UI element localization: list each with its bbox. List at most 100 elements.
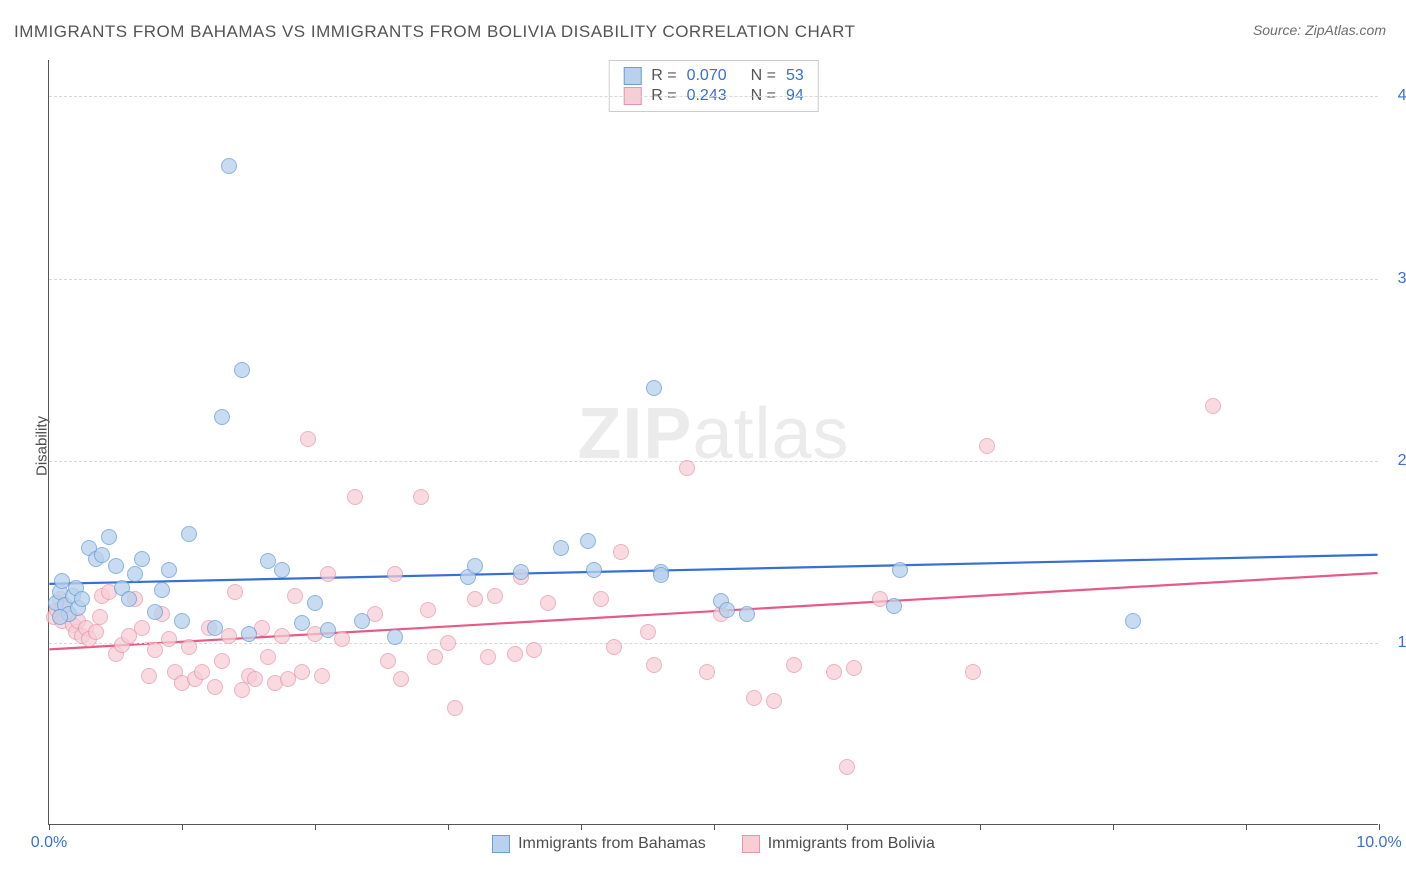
scatter-point bbox=[540, 595, 556, 611]
scatter-point bbox=[147, 604, 163, 620]
scatter-point bbox=[121, 591, 137, 607]
scatter-point bbox=[234, 362, 250, 378]
x-tick-mark bbox=[49, 824, 50, 830]
scatter-point bbox=[613, 544, 629, 560]
scatter-point bbox=[92, 609, 108, 625]
x-tick-mark bbox=[1379, 824, 1380, 830]
scatter-point bbox=[427, 649, 443, 665]
chart-plot-area: ZIPatlas R =0.070N =53R =0.243N =94 Immi… bbox=[48, 60, 1378, 825]
scatter-point bbox=[274, 628, 290, 644]
scatter-point bbox=[307, 595, 323, 611]
scatter-point bbox=[606, 639, 622, 655]
r-value: 0.070 bbox=[687, 67, 727, 85]
scatter-point bbox=[839, 759, 855, 775]
gridline bbox=[49, 461, 1378, 462]
scatter-point bbox=[108, 558, 124, 574]
x-tick-label: 0.0% bbox=[31, 834, 67, 852]
scatter-point bbox=[826, 664, 842, 680]
scatter-point bbox=[294, 615, 310, 631]
scatter-point bbox=[154, 582, 170, 598]
scatter-point bbox=[101, 529, 117, 545]
legend-stats: R =0.070N =53R =0.243N =94 bbox=[608, 60, 819, 112]
legend-swatch bbox=[492, 835, 510, 853]
scatter-point bbox=[846, 660, 862, 676]
scatter-point bbox=[287, 588, 303, 604]
scatter-point bbox=[134, 551, 150, 567]
scatter-point bbox=[127, 566, 143, 582]
scatter-point bbox=[300, 431, 316, 447]
scatter-point bbox=[467, 591, 483, 607]
trend-line bbox=[49, 555, 1377, 584]
scatter-point bbox=[88, 624, 104, 640]
legend-swatch bbox=[623, 67, 641, 85]
gridline bbox=[49, 96, 1378, 97]
x-tick-label: 10.0% bbox=[1356, 834, 1401, 852]
scatter-point bbox=[274, 562, 290, 578]
legend-series-label: Immigrants from Bahamas bbox=[518, 835, 706, 853]
scatter-point bbox=[294, 664, 310, 680]
scatter-point bbox=[513, 564, 529, 580]
scatter-point bbox=[646, 657, 662, 673]
scatter-point bbox=[141, 668, 157, 684]
scatter-point bbox=[507, 646, 523, 662]
x-tick-mark bbox=[315, 824, 316, 830]
scatter-point bbox=[653, 567, 669, 583]
scatter-point bbox=[467, 558, 483, 574]
scatter-point bbox=[580, 533, 596, 549]
scatter-point bbox=[553, 540, 569, 556]
legend-stats-row: R =0.070N =53 bbox=[623, 66, 804, 86]
scatter-point bbox=[181, 639, 197, 655]
y-tick-label: 10.0% bbox=[1383, 634, 1406, 652]
scatter-point bbox=[314, 668, 330, 684]
scatter-point bbox=[247, 671, 263, 687]
scatter-point bbox=[699, 664, 715, 680]
scatter-point bbox=[979, 438, 995, 454]
scatter-point bbox=[586, 562, 602, 578]
x-tick-mark bbox=[1113, 824, 1114, 830]
scatter-point bbox=[174, 613, 190, 629]
scatter-point bbox=[965, 664, 981, 680]
scatter-point bbox=[526, 642, 542, 658]
scatter-point bbox=[194, 664, 210, 680]
scatter-point bbox=[320, 622, 336, 638]
x-tick-mark bbox=[980, 824, 981, 830]
scatter-point bbox=[766, 693, 782, 709]
scatter-point bbox=[480, 649, 496, 665]
scatter-point bbox=[260, 649, 276, 665]
legend-series: Immigrants from Bahamas Immigrants from B… bbox=[49, 835, 1378, 858]
scatter-point bbox=[746, 690, 762, 706]
scatter-point bbox=[387, 629, 403, 645]
r-label: R = bbox=[651, 67, 676, 85]
scatter-point bbox=[886, 598, 902, 614]
scatter-point bbox=[147, 642, 163, 658]
y-tick-label: 40.0% bbox=[1383, 87, 1406, 105]
scatter-point bbox=[334, 631, 350, 647]
legend-series-label: Immigrants from Bolivia bbox=[768, 835, 935, 853]
scatter-point bbox=[719, 602, 735, 618]
scatter-point bbox=[234, 682, 250, 698]
scatter-point bbox=[161, 562, 177, 578]
scatter-point bbox=[320, 566, 336, 582]
x-tick-mark bbox=[714, 824, 715, 830]
watermark: ZIPatlas bbox=[577, 393, 849, 475]
scatter-point bbox=[420, 602, 436, 618]
scatter-point bbox=[52, 609, 68, 625]
x-tick-mark bbox=[1246, 824, 1247, 830]
scatter-point bbox=[739, 606, 755, 622]
gridline bbox=[49, 279, 1378, 280]
x-tick-mark bbox=[847, 824, 848, 830]
scatter-point bbox=[387, 566, 403, 582]
scatter-point bbox=[679, 460, 695, 476]
scatter-point bbox=[1125, 613, 1141, 629]
legend-series-item: Immigrants from Bahamas bbox=[492, 835, 706, 853]
scatter-point bbox=[161, 631, 177, 647]
gridline bbox=[49, 643, 1378, 644]
chart-title: IMMIGRANTS FROM BAHAMAS VS IMMIGRANTS FR… bbox=[14, 22, 855, 42]
scatter-point bbox=[214, 653, 230, 669]
scatter-point bbox=[447, 700, 463, 716]
scatter-point bbox=[892, 562, 908, 578]
scatter-point bbox=[393, 671, 409, 687]
legend-series-item: Immigrants from Bolivia bbox=[742, 835, 935, 853]
scatter-point bbox=[134, 620, 150, 636]
scatter-point bbox=[380, 653, 396, 669]
